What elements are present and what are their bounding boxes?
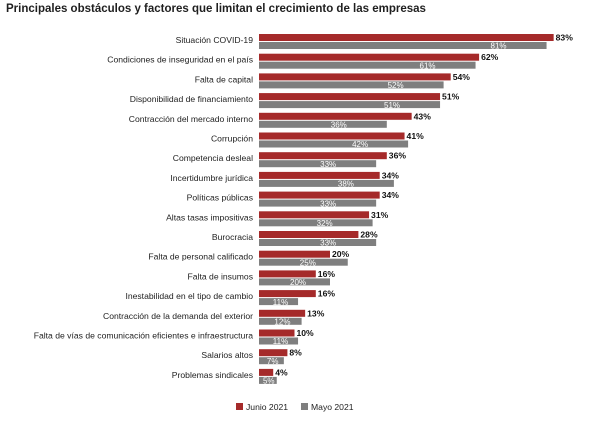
value-label-mayo-2021-contraccion-de-la-demanda-del-exterior: 12% — [274, 318, 290, 327]
bars-layer — [259, 34, 554, 384]
category-label-salarios-altos: Salarios altos — [201, 350, 253, 360]
category-label-altas-tasas-impositivas: Altas tasas impositivas — [166, 212, 253, 222]
bar-mayo-2021-falta-de-vias-de-comunicacion-eficientes-e-infraestructura — [259, 337, 299, 345]
category-label-burocracia: Burocracia — [212, 232, 253, 242]
bar-junio-2021-competencia-desleal — [259, 152, 387, 160]
category-label-falta-de-capital: Falta de capital — [195, 74, 253, 84]
bar-junio-2021-contraccion-de-la-demanda-del-exterior — [259, 309, 306, 317]
bar-mayo-2021-contraccion-del-mercado-interno — [259, 120, 387, 128]
value-label-mayo-2021-falta-de-insumos: 20% — [290, 278, 306, 287]
bar-junio-2021-problemas-sindicales — [259, 368, 274, 376]
bar-mayo-2021-burocracia — [259, 239, 377, 246]
category-label-incertidumbre-juridica: Incertidumbre jurídica — [170, 173, 253, 183]
value-label-mayo-2021-situacion-covid-19: 81% — [491, 42, 507, 51]
value-label-mayo-2021-competencia-desleal: 33% — [320, 160, 336, 169]
bar-junio-2021-falta-de-insumos — [259, 270, 316, 278]
value-label-junio-2021-altas-tasas-impositivas: 31% — [371, 210, 389, 220]
bar-junio-2021-falta-de-capital — [259, 73, 451, 81]
bar-junio-2021-burocracia — [259, 231, 359, 238]
category-label-situacion-covid-19: Situación COVID-19 — [176, 35, 254, 45]
category-label-problemas-sindicales: Problemas sindicales — [172, 370, 253, 380]
bar-junio-2021-situacion-covid-19 — [259, 34, 554, 41]
legend-label-junio-2021: Junio 2021 — [246, 402, 288, 412]
value-label-junio-2021-problemas-sindicales: 4% — [275, 367, 288, 377]
bar-mayo-2021-falta-de-insumos — [259, 278, 330, 286]
value-label-mayo-2021-corrupcion: 42% — [352, 140, 368, 149]
value-label-mayo-2021-contraccion-del-mercado-interno: 36% — [331, 121, 347, 130]
category-label-politicas-publicas: Políticas públicas — [187, 193, 253, 203]
category-label-condiciones-de-inseguridad-en-el-pais: Condiciones de inseguridad en el país — [107, 55, 253, 65]
value-label-mayo-2021-politicas-publicas: 33% — [320, 199, 336, 208]
labels-layer: Situación COVID-19 83% 81% Condiciones de i… — [34, 33, 573, 386]
value-label-junio-2021-falta-de-capital: 54% — [453, 72, 471, 82]
value-label-junio-2021-corrupcion: 41% — [407, 131, 425, 141]
value-label-mayo-2021-altas-tasas-impositivas: 32% — [317, 219, 333, 228]
category-label-inestabilidad-en-el-tipo-de-cambio: Inestabilidad en el tipo de cambio — [125, 291, 253, 301]
bar-junio-2021-corrupcion — [259, 132, 405, 140]
bar-mayo-2021-altas-tasas-impositivas — [259, 219, 373, 227]
bar-mayo-2021-contraccion-de-la-demanda-del-exterior — [259, 317, 302, 325]
value-label-mayo-2021-problemas-sindicales: 5% — [263, 377, 275, 386]
bar-junio-2021-altas-tasas-impositivas — [259, 211, 370, 219]
category-label-contraccion-de-la-demanda-del-exterior: Contracción de la demanda del exterior — [103, 311, 253, 321]
bar-mayo-2021-situacion-covid-19 — [259, 42, 547, 49]
category-label-corrupcion: Corrupción — [211, 134, 253, 144]
bar-mayo-2021-competencia-desleal — [259, 160, 377, 168]
value-label-junio-2021-politicas-publicas: 34% — [382, 190, 400, 200]
bar-junio-2021-disponibilidad-de-financiamiento — [259, 93, 441, 101]
value-label-junio-2021-falta-de-vias-de-comunicacion-eficientes-e-infraestructura: 10% — [297, 328, 315, 338]
value-label-junio-2021-situacion-covid-19: 83% — [556, 33, 574, 43]
bar-mayo-2021-salarios-altos — [259, 357, 284, 365]
category-label-falta-de-insumos: Falta de insumos — [188, 271, 253, 281]
value-label-junio-2021-contraccion-de-la-demanda-del-exterior: 13% — [307, 308, 325, 318]
value-label-junio-2021-burocracia: 28% — [360, 230, 378, 240]
value-label-junio-2021-falta-de-insumos: 16% — [318, 269, 336, 279]
bar-mayo-2021-corrupcion — [259, 140, 409, 148]
category-label-falta-de-vias-de-comunicacion-eficientes-e-infraestructura: Falta de vías de comunicación eficientes… — [34, 331, 253, 341]
bar-mayo-2021-disponibilidad-de-financiamiento — [259, 101, 441, 109]
value-label-junio-2021-falta-de-personal-calificado: 20% — [332, 249, 350, 259]
bar-junio-2021-falta-de-personal-calificado — [259, 250, 330, 258]
legend-swatch-junio-2021 — [236, 403, 243, 410]
bar-mayo-2021-inestabilidad-en-el-tipo-de-cambio — [259, 298, 299, 306]
value-label-junio-2021-contraccion-del-mercado-interno: 43% — [414, 111, 432, 121]
value-label-junio-2021-inestabilidad-en-el-tipo-de-cambio: 16% — [318, 289, 336, 299]
bar-junio-2021-condiciones-de-inseguridad-en-el-pais — [259, 53, 480, 61]
value-label-mayo-2021-disponibilidad-de-financiamiento: 51% — [384, 101, 400, 110]
value-label-mayo-2021-salarios-altos: 7% — [267, 357, 279, 366]
category-label-contraccion-del-mercado-interno: Contracción del mercado interno — [129, 114, 253, 124]
value-label-mayo-2021-falta-de-vias-de-comunicacion-eficientes-e-infraestructura: 11% — [273, 337, 288, 346]
bar-junio-2021-contraccion-del-mercado-interno — [259, 112, 412, 120]
chart-title: Principales obstáculos y factores que li… — [6, 3, 426, 15]
legend-label-mayo-2021: Mayo 2021 — [311, 402, 354, 412]
value-label-mayo-2021-incertidumbre-juridica: 38% — [338, 180, 354, 189]
bar-junio-2021-politicas-publicas — [259, 191, 380, 199]
value-label-junio-2021-salarios-altos: 8% — [289, 348, 302, 358]
bar-junio-2021-salarios-altos — [259, 349, 288, 357]
value-label-junio-2021-competencia-desleal: 36% — [389, 151, 407, 161]
value-label-junio-2021-disponibilidad-de-financiamiento: 51% — [442, 92, 460, 102]
bar-junio-2021-incertidumbre-juridica — [259, 171, 380, 179]
category-label-competencia-desleal: Competencia desleal — [173, 153, 253, 163]
value-label-mayo-2021-condiciones-de-inseguridad-en-el-pais: 61% — [420, 61, 436, 70]
bar-junio-2021-inestabilidad-en-el-tipo-de-cambio — [259, 290, 316, 298]
bar-mayo-2021-incertidumbre-juridica — [259, 179, 394, 187]
value-label-junio-2021-condiciones-de-inseguridad-en-el-pais: 62% — [481, 52, 499, 62]
value-label-mayo-2021-burocracia: 33% — [320, 239, 336, 248]
bar-mayo-2021-problemas-sindicales — [259, 376, 277, 384]
value-label-junio-2021-incertidumbre-juridica: 34% — [382, 170, 400, 180]
value-label-mayo-2021-falta-de-personal-calificado: 25% — [300, 258, 316, 267]
bar-mayo-2021-falta-de-capital — [259, 81, 444, 89]
value-label-mayo-2021-inestabilidad-en-el-tipo-de-cambio: 11% — [273, 298, 288, 307]
legend-swatch-mayo-2021 — [301, 403, 308, 410]
bar-mayo-2021-politicas-publicas — [259, 199, 377, 207]
bar-mayo-2021-condiciones-de-inseguridad-en-el-pais — [259, 61, 476, 69]
legend: Junio 2021 Mayo 2021 — [236, 402, 354, 412]
value-label-mayo-2021-falta-de-capital: 52% — [388, 81, 404, 90]
bar-mayo-2021-falta-de-personal-calificado — [259, 258, 348, 266]
category-label-disponibilidad-de-financiamiento: Disponibilidad de financiamiento — [130, 94, 253, 104]
bar-junio-2021-falta-de-vias-de-comunicacion-eficientes-e-infraestructura — [259, 329, 295, 337]
category-label-falta-de-personal-calificado: Falta de personal calificado — [148, 252, 253, 262]
